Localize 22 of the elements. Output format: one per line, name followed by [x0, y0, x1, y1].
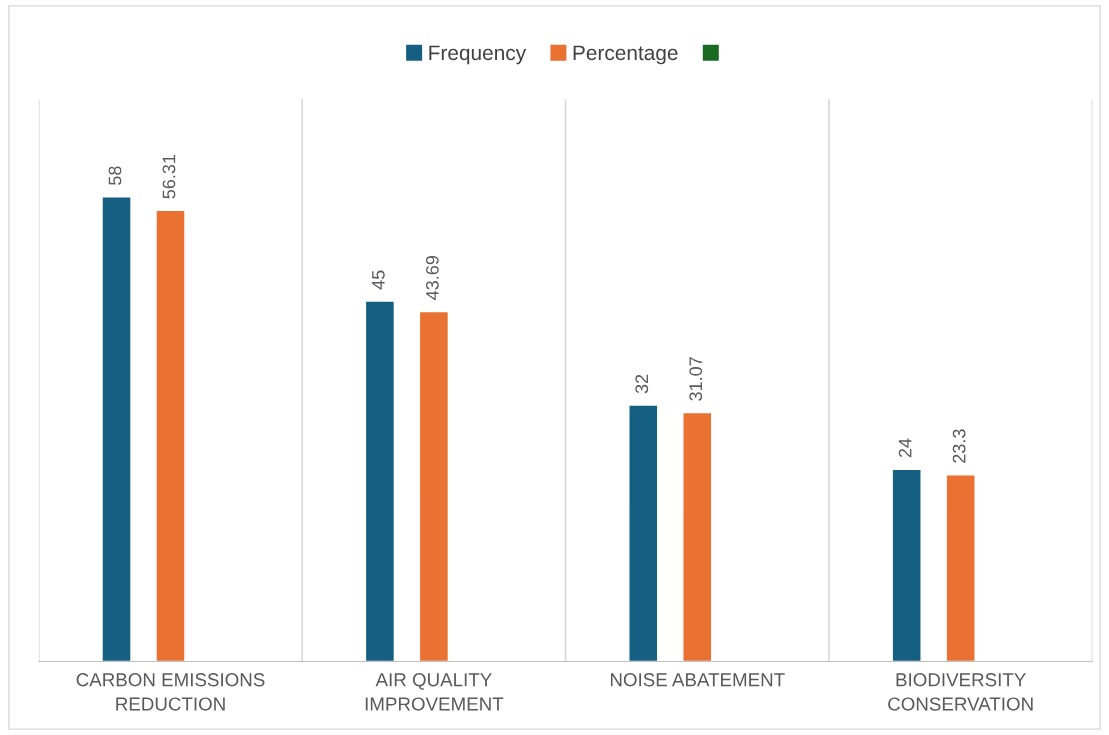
- data-label: 56.31: [162, 154, 176, 199]
- bar: [155, 209, 186, 662]
- legend-label: Percentage: [573, 45, 678, 65]
- bar: [628, 404, 659, 662]
- bar: [945, 474, 976, 662]
- bar: [891, 468, 922, 662]
- x-tick-label: CARBON EMISSIONS REDUCTION: [76, 673, 265, 711]
- data-label: 31.07: [689, 357, 703, 401]
- data-label: 32: [635, 374, 649, 394]
- legend-label: Frequency: [429, 45, 527, 65]
- data-label: 23.3: [952, 429, 966, 463]
- x-tick-label: NOISE ABATEMENT: [610, 673, 785, 687]
- data-label: 43.69: [425, 256, 439, 300]
- bar: [682, 411, 713, 662]
- bar: [418, 310, 450, 662]
- bar: [364, 300, 396, 662]
- data-label: 58: [108, 166, 122, 185]
- x-tick-label: BIODIVERSITY CONSERVATION: [888, 673, 1033, 711]
- bar: [101, 196, 132, 662]
- data-label: 24: [898, 438, 912, 458]
- data-label: 45: [372, 270, 385, 290]
- x-tick-label: AIR QUALITY IMPROVEMENT: [365, 673, 504, 711]
